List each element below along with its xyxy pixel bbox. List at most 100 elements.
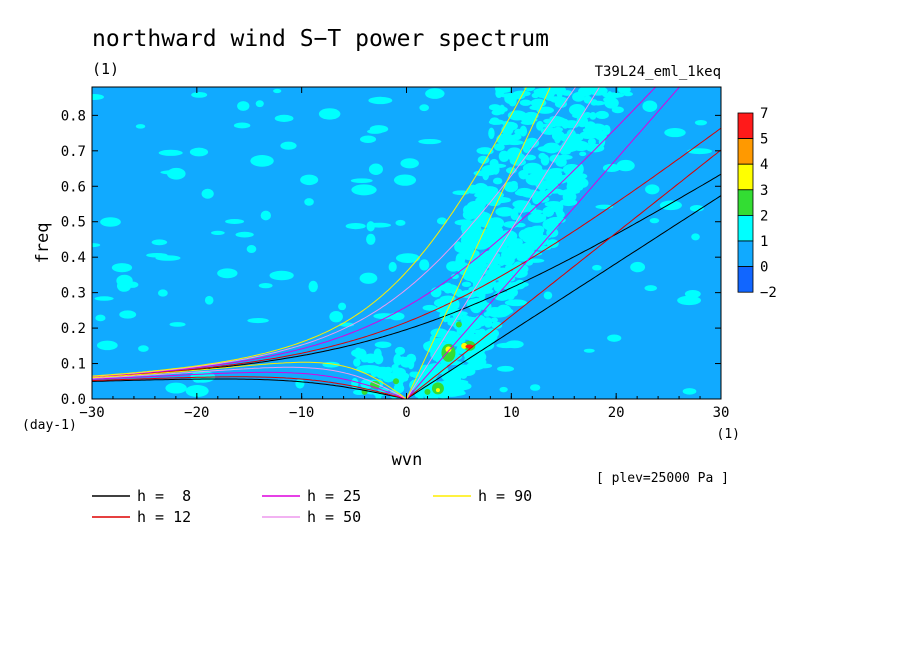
contour-patch xyxy=(509,180,518,188)
contour-patch xyxy=(566,129,576,138)
contour-patch xyxy=(400,158,419,169)
contour-patch xyxy=(525,137,540,148)
contour-patch xyxy=(537,93,545,98)
contour-patch xyxy=(461,281,472,287)
contour-patch xyxy=(393,174,417,186)
contour-patch xyxy=(273,88,282,94)
contour-patch xyxy=(525,228,544,240)
contour-patch xyxy=(607,98,618,109)
contour-patch xyxy=(514,128,523,136)
contour-patch xyxy=(383,366,393,375)
contour-patch xyxy=(395,253,420,263)
contour-patch xyxy=(92,243,101,248)
contour-patch xyxy=(489,117,500,125)
colorbar-swatch xyxy=(737,214,754,242)
contour-peak xyxy=(445,346,452,353)
y-tick-label: 0.6 xyxy=(61,179,86,195)
contour-patch xyxy=(360,378,373,390)
contour-patch xyxy=(595,110,609,120)
contour-patch xyxy=(499,386,508,393)
contour-patch xyxy=(545,88,564,95)
contour-patch xyxy=(373,313,396,320)
dispersion-curves xyxy=(92,87,721,399)
contour-patch xyxy=(438,283,459,292)
contour-patch xyxy=(518,169,529,180)
units-label: (1) xyxy=(92,60,119,78)
contour-patch xyxy=(493,143,505,151)
contour-patch xyxy=(572,140,590,152)
contour-patch xyxy=(561,147,570,155)
colorbar-swatch xyxy=(737,112,754,140)
contour-patch xyxy=(235,231,254,238)
contour-patch xyxy=(435,356,443,364)
colorbar-label: 0 xyxy=(760,260,768,276)
contour-patch xyxy=(409,379,423,391)
kelvin-curve xyxy=(406,195,721,399)
contour-patch xyxy=(353,358,361,367)
y-tick-label: 0.8 xyxy=(61,108,86,124)
contour-peak xyxy=(424,388,431,395)
contour-patch xyxy=(260,210,272,221)
contour-patch xyxy=(146,252,168,258)
contour-patch xyxy=(607,334,622,342)
contour-patch xyxy=(382,371,395,383)
contour-patch xyxy=(269,270,294,281)
x-units: (1) xyxy=(717,427,740,442)
contour-patch xyxy=(489,313,508,318)
contour-patch xyxy=(246,245,257,254)
contour-patch xyxy=(579,151,587,157)
x-tick-label: 20 xyxy=(608,405,625,421)
mrg-curve xyxy=(92,87,528,377)
contour-patch xyxy=(510,208,519,221)
contour-patch xyxy=(495,87,506,96)
contour-patch xyxy=(300,174,319,186)
contour-patch xyxy=(543,291,553,300)
contour-patch xyxy=(436,217,448,225)
contour-patch xyxy=(274,114,294,122)
contour-patch xyxy=(462,321,482,331)
contour-patch xyxy=(441,371,457,382)
contour-patch xyxy=(554,99,568,108)
contour-patch xyxy=(350,178,373,184)
y-tick-label: 0.7 xyxy=(61,144,86,160)
contour-patch xyxy=(366,233,376,245)
contour-patch xyxy=(500,255,515,266)
contour-patch xyxy=(534,168,544,174)
contour-patch xyxy=(483,311,491,317)
contour-patch xyxy=(391,364,399,372)
contour-patch xyxy=(491,321,503,329)
contour-patch xyxy=(478,266,487,272)
contour-patch xyxy=(338,302,347,311)
contour-patch xyxy=(463,353,472,359)
colorbar-swatch xyxy=(737,138,754,165)
contour-patch xyxy=(589,123,606,132)
contour-patch xyxy=(191,91,208,98)
contour-patch xyxy=(94,296,114,301)
contour-patch xyxy=(542,142,561,154)
contour-patch xyxy=(96,340,118,351)
rossby-curve xyxy=(92,378,407,399)
y-tick-label: 0.1 xyxy=(61,357,86,373)
x-tick-label: 30 xyxy=(713,405,730,421)
contour-patch xyxy=(551,130,565,142)
y-axis: 0.0 0.1 0.2 0.3 0.4 0.5 0.6 0.7 0.8 xyxy=(61,108,721,408)
contour-patch xyxy=(549,116,562,121)
contour-patch xyxy=(425,88,445,99)
x-tick-label: 10 xyxy=(503,405,520,421)
contour-peak xyxy=(441,343,456,362)
contour-patch xyxy=(687,148,712,155)
contour-patch xyxy=(201,188,214,199)
contour-patch xyxy=(544,201,563,208)
y-tick-label: 0.4 xyxy=(61,250,86,266)
contour-patch xyxy=(529,384,541,391)
contour-patch xyxy=(587,138,596,146)
contour-patch xyxy=(459,367,468,379)
contour-patch xyxy=(540,154,550,166)
contour-patch xyxy=(280,141,297,150)
colorbar-swatch xyxy=(737,266,754,293)
contour-patch xyxy=(496,342,517,349)
contour-patch xyxy=(419,104,429,112)
contour-patch xyxy=(524,154,536,161)
contour-patch xyxy=(359,272,378,284)
contour-patch xyxy=(237,101,250,111)
